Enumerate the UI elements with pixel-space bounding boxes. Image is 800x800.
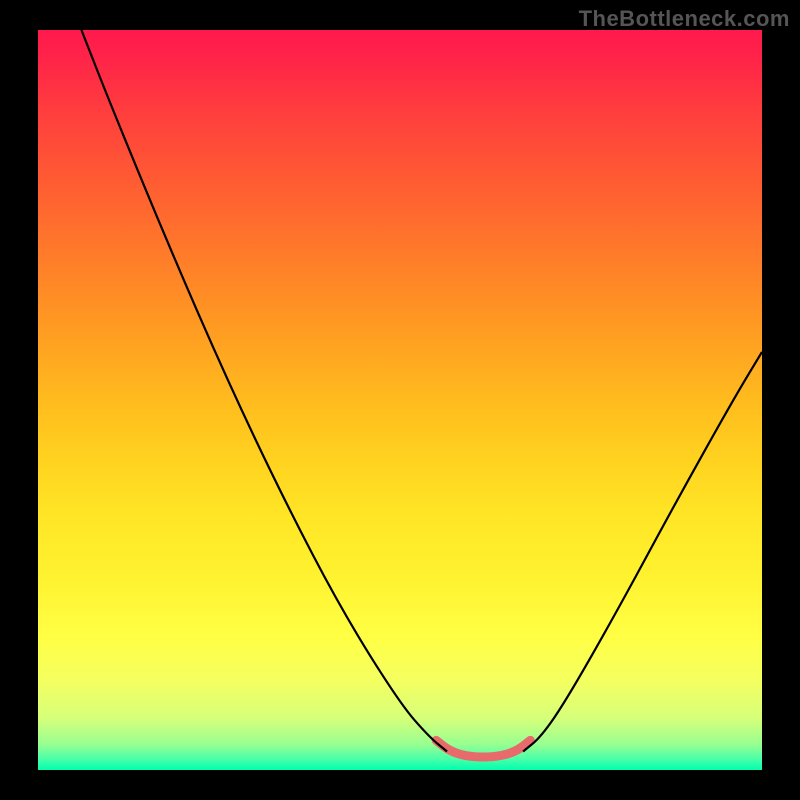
bottleneck-chart — [0, 0, 800, 800]
watermark-text: TheBottleneck.com — [579, 6, 790, 32]
plot-background — [38, 30, 762, 770]
chart-container: TheBottleneck.com — [0, 0, 800, 800]
